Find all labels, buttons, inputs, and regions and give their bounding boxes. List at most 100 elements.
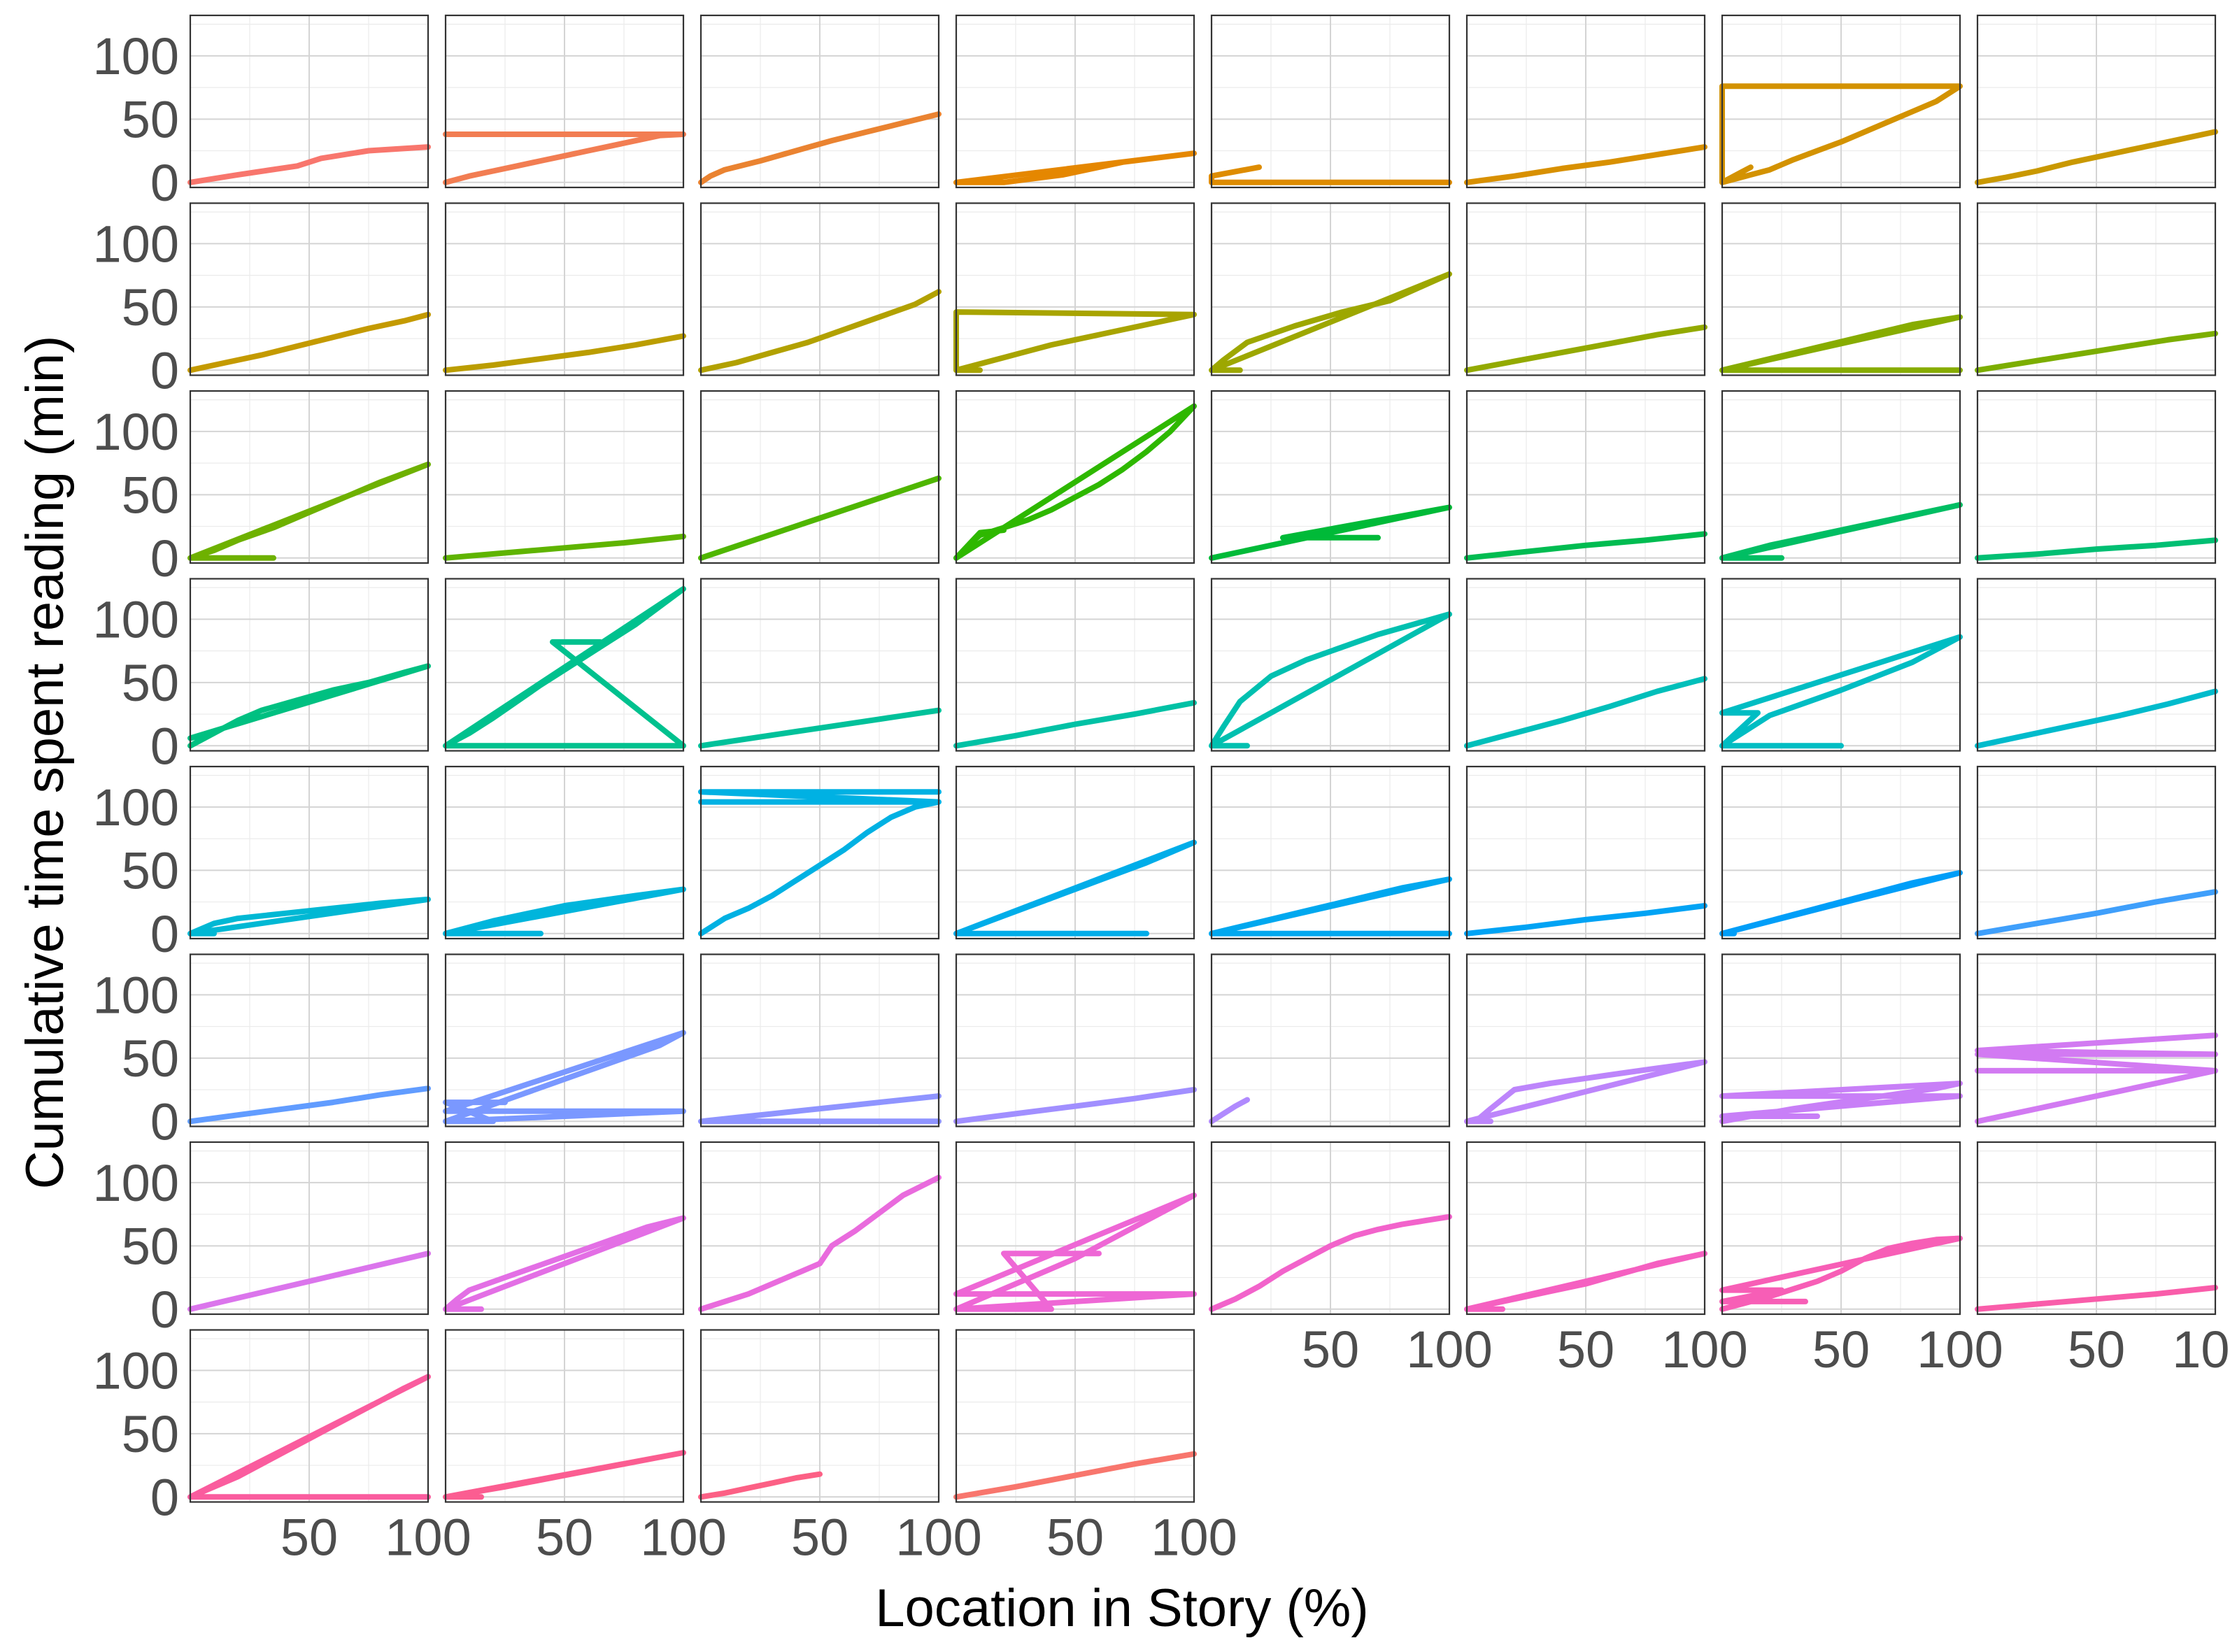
panel-border bbox=[1210, 953, 1451, 1127]
panel-border bbox=[189, 14, 429, 189]
facet-panel-46 bbox=[1464, 953, 1707, 1127]
series-line-22 bbox=[1464, 531, 1707, 561]
facet-panel-43 bbox=[698, 953, 942, 1127]
panel-border bbox=[1721, 953, 1961, 1127]
panel-border bbox=[955, 578, 1195, 752]
panel-border bbox=[444, 1329, 685, 1503]
panel-border bbox=[699, 1329, 940, 1503]
series-line-31 bbox=[1719, 634, 1963, 749]
series-line-45 bbox=[1209, 1097, 1250, 1125]
series-line-47 bbox=[1719, 1081, 1963, 1125]
series-line-35 bbox=[698, 789, 942, 937]
panel-border bbox=[1976, 202, 2217, 376]
series-line-36 bbox=[953, 839, 1197, 937]
y-tick-label: 100 bbox=[93, 1154, 179, 1212]
series-line-17 bbox=[187, 461, 431, 561]
panel-border bbox=[1465, 578, 1706, 752]
series-line-20 bbox=[953, 403, 1197, 561]
facet-panel-44 bbox=[953, 953, 1197, 1127]
series-line-14 bbox=[1464, 324, 1707, 373]
panel-border bbox=[1976, 765, 2217, 940]
panel-border bbox=[699, 390, 940, 564]
series-line-23 bbox=[1719, 501, 1963, 561]
facet-panel-56 bbox=[1975, 1141, 2218, 1316]
series-line-59 bbox=[698, 1471, 823, 1500]
y-tick-label: 100 bbox=[93, 27, 179, 85]
y-tick-label: 100 bbox=[93, 215, 179, 273]
facet-panel-57 bbox=[187, 1329, 431, 1503]
series-line-15 bbox=[1719, 314, 1963, 373]
x-tick-label: 50 bbox=[1557, 1320, 1614, 1379]
panel-border bbox=[189, 1329, 429, 1503]
series-line-19 bbox=[698, 475, 942, 561]
y-tick-label: 0 bbox=[150, 1092, 179, 1151]
x-tick-label: 50 bbox=[2068, 1320, 2125, 1379]
panel-border bbox=[1721, 1141, 1961, 1316]
series-line-34 bbox=[443, 886, 686, 937]
panel-border bbox=[1465, 953, 1706, 1127]
series-line-16 bbox=[1975, 330, 2218, 373]
facet-panel-42 bbox=[443, 953, 686, 1127]
y-tick-label: 50 bbox=[122, 1217, 179, 1275]
panel-border bbox=[189, 1141, 429, 1316]
facet-panel-2 bbox=[443, 14, 686, 189]
x-tick-label: 50 bbox=[791, 1509, 848, 1567]
series-line-50 bbox=[443, 1215, 686, 1312]
series-line-44 bbox=[953, 1087, 1197, 1125]
facet-panel-50 bbox=[443, 1141, 686, 1316]
facet-panel-4 bbox=[953, 14, 1197, 189]
panel-border bbox=[189, 953, 429, 1127]
facet-panel-16 bbox=[1975, 202, 2218, 376]
facet-panel-53 bbox=[1209, 1141, 1452, 1316]
series-line-4 bbox=[953, 150, 1197, 185]
series-line-52 bbox=[953, 1192, 1197, 1312]
series-line-3 bbox=[698, 111, 942, 185]
series-line-24 bbox=[1975, 537, 2218, 561]
x-tick-label: 50 bbox=[1046, 1509, 1104, 1567]
series-line-18 bbox=[443, 534, 686, 561]
y-tick-label: 0 bbox=[150, 529, 179, 588]
series-line-41 bbox=[187, 1085, 431, 1125]
facet-panel-31 bbox=[1719, 578, 1963, 752]
panel-border bbox=[1465, 1141, 1706, 1316]
panel-border bbox=[444, 202, 685, 376]
panel-border bbox=[699, 765, 940, 940]
panel-border bbox=[1210, 202, 1451, 376]
facet-panel-41 bbox=[187, 953, 431, 1127]
panel-border bbox=[1976, 14, 2217, 189]
panel-border bbox=[1721, 765, 1961, 940]
panel-border bbox=[444, 765, 685, 940]
facet-panel-17 bbox=[187, 390, 431, 564]
facet-panel-14 bbox=[1464, 202, 1707, 376]
y-tick-label: 50 bbox=[122, 278, 179, 336]
y-tick-label: 50 bbox=[122, 90, 179, 148]
series-line-27 bbox=[698, 707, 942, 749]
facet-panel-34 bbox=[443, 765, 686, 940]
facet-panel-22 bbox=[1464, 390, 1707, 564]
facet-panel-18 bbox=[443, 390, 686, 564]
facet-panel-54 bbox=[1464, 1141, 1707, 1316]
panel-border bbox=[955, 390, 1195, 564]
y-tick-label: 100 bbox=[93, 590, 179, 648]
y-tick-label: 0 bbox=[150, 1468, 179, 1526]
facet-panel-7 bbox=[1719, 14, 1963, 189]
facet-panel-20 bbox=[953, 390, 1197, 564]
y-tick-label: 50 bbox=[122, 466, 179, 524]
facet-panel-60 bbox=[953, 1329, 1197, 1503]
panel-border bbox=[1465, 765, 1706, 940]
facet-panel-23 bbox=[1719, 390, 1963, 564]
facet-panel-58 bbox=[443, 1329, 686, 1503]
series-line-53 bbox=[1209, 1213, 1452, 1312]
y-tick-label: 50 bbox=[122, 1030, 179, 1088]
y-tick-label: 50 bbox=[122, 841, 179, 899]
facet-panel-55 bbox=[1719, 1141, 1963, 1316]
x-tick-label: 50 bbox=[1812, 1320, 1870, 1379]
series-line-51 bbox=[698, 1174, 942, 1312]
facet-panel-24 bbox=[1975, 390, 2218, 564]
facet-panel-9 bbox=[187, 202, 431, 376]
panel-border bbox=[1976, 390, 2217, 564]
series-line-11 bbox=[698, 289, 942, 373]
x-tick-label: 50 bbox=[1302, 1320, 1359, 1379]
series-line-26 bbox=[443, 586, 686, 749]
panel-border bbox=[1976, 578, 2217, 752]
